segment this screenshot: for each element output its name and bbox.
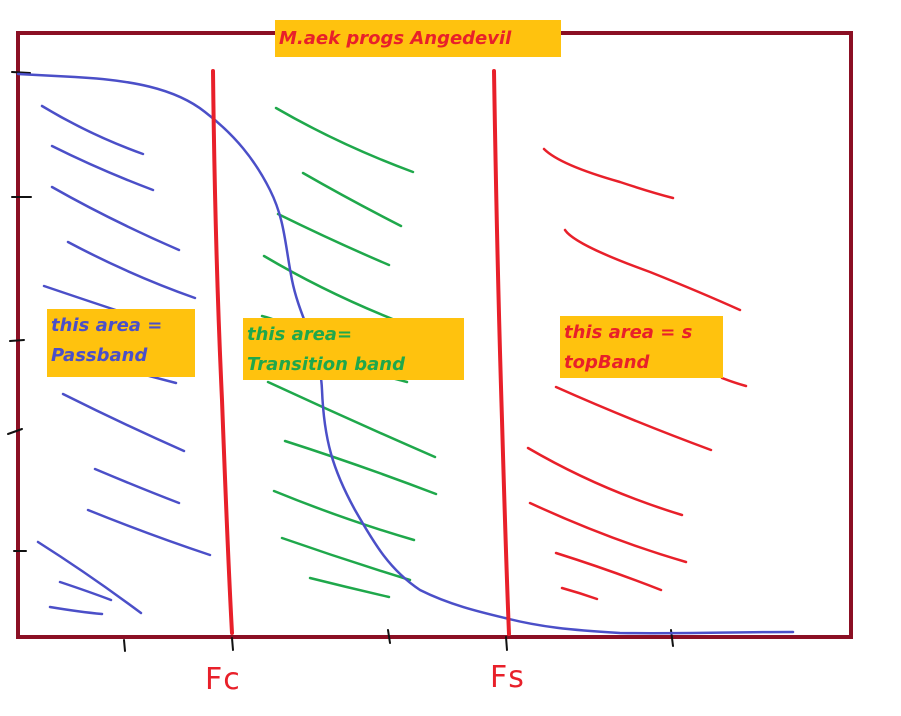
diagram-title-text: M.aek progs Angedevil (279, 28, 512, 49)
frequency-response-curve (16, 72, 795, 635)
x-tick (505, 636, 508, 651)
diagram-title: M.aek progs Angedevil (275, 20, 561, 57)
passband-label: this area = Passband (47, 309, 195, 377)
passband-label-line1: this area = (51, 315, 163, 336)
x-tick (387, 629, 391, 644)
y-tick (7, 428, 23, 435)
fs-cutoff-line (492, 69, 511, 636)
y-axis-ticks (7, 71, 32, 552)
fc-cutoff-line (211, 69, 234, 635)
transition-label-line1: this area= (247, 324, 353, 345)
transition-band-label: this area= Transition band (243, 318, 464, 380)
x-tick (123, 639, 126, 652)
x-axis-ticks (123, 629, 674, 652)
fs-marker-label: Fs (490, 660, 525, 695)
x-tick (231, 637, 234, 651)
stopband-label: this area = s topBand (560, 316, 723, 378)
y-tick (11, 71, 31, 74)
stopband-hatching (526, 147, 748, 601)
transition-label-line2: Transition band (247, 354, 405, 375)
passband-hatching (36, 104, 212, 616)
fc-marker-label: Fc (205, 662, 241, 697)
stopband-label-line1: this area = s (564, 322, 693, 343)
passband-label-line2: Passband (51, 345, 148, 366)
y-tick (9, 339, 25, 342)
stopband-label-line2: topBand (564, 352, 650, 373)
